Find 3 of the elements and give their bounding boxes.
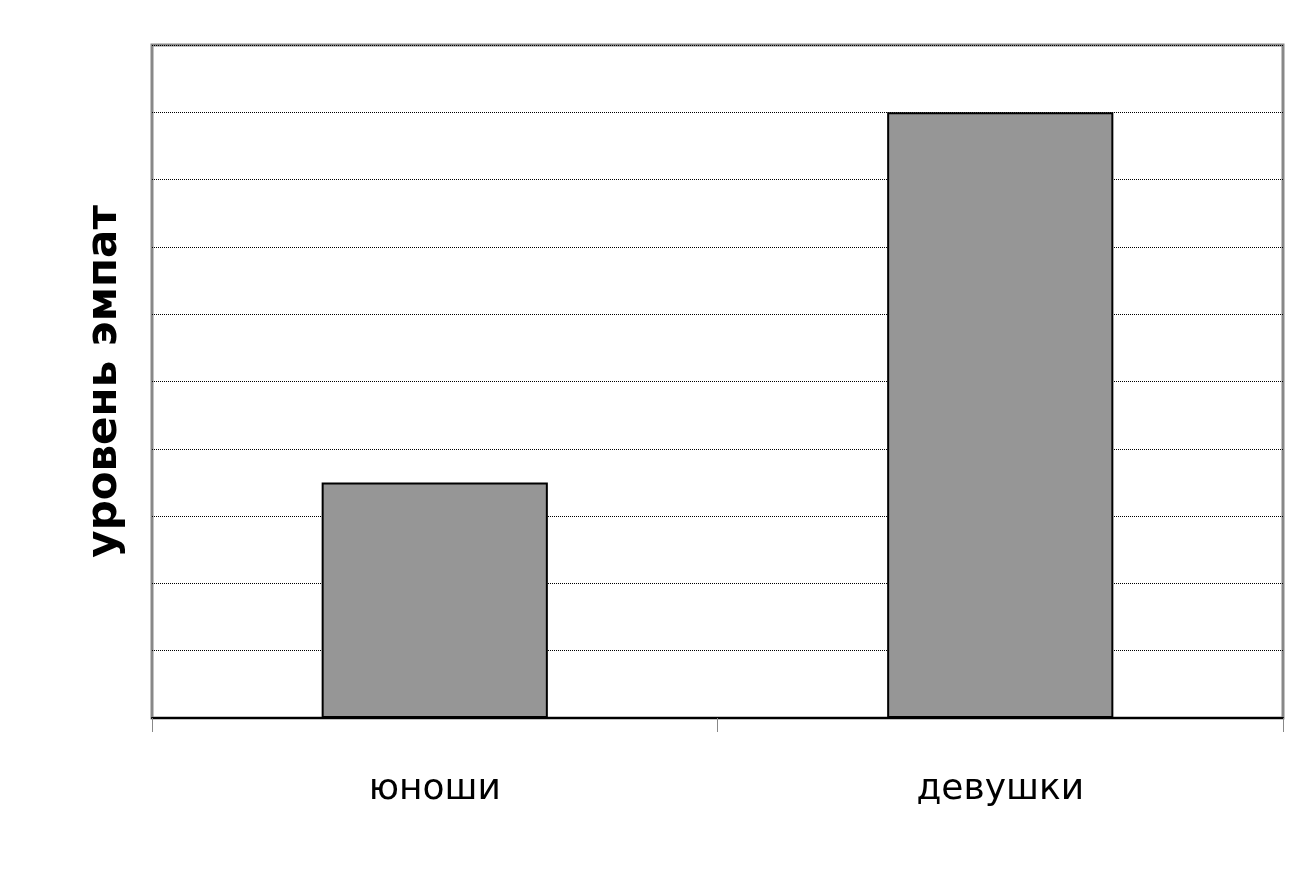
- y-axis-title: уровень эмпат: [76, 204, 126, 558]
- x-tick-label: юноши: [368, 765, 501, 807]
- x-tick-label: девушки: [916, 765, 1085, 807]
